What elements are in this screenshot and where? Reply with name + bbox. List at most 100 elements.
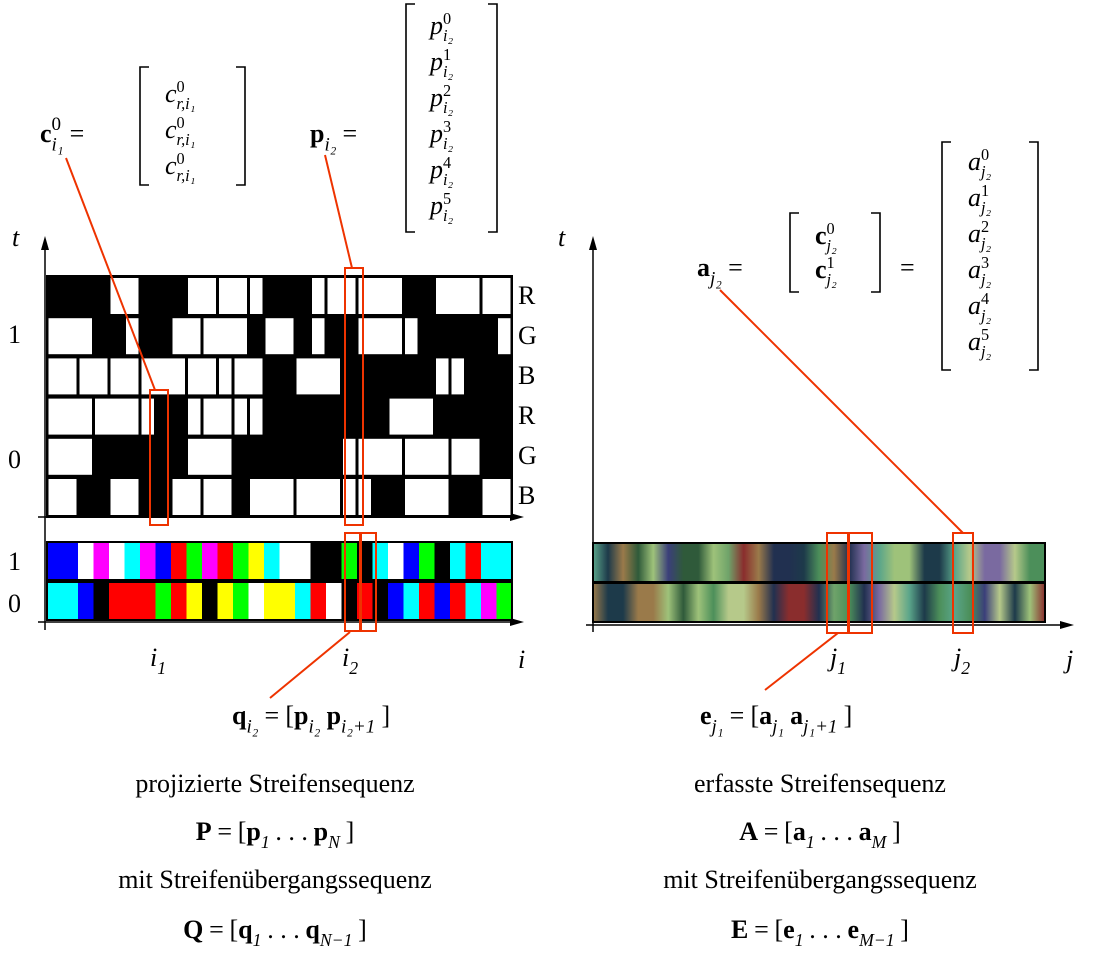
caption: E=[e1. . .eM−1]: [731, 915, 909, 950]
formula-part: c: [165, 115, 177, 144]
stripe-white: [80, 358, 108, 394]
formula-part: A: [739, 817, 758, 846]
stripe-white: [359, 439, 403, 475]
formula-part: =: [728, 253, 743, 282]
formula-part: i: [150, 643, 157, 672]
formula-part: j: [827, 643, 837, 672]
stripe-color: [419, 542, 435, 580]
p-vector-entry: p4i₂: [428, 153, 454, 189]
i-mark: i1: [150, 643, 166, 678]
formula-part: q: [305, 915, 320, 944]
formula-part: 1: [806, 832, 815, 852]
stripe-white: [219, 358, 232, 394]
a-vector-entry: a5j₂: [968, 325, 992, 361]
formula-part: 3: [443, 117, 451, 136]
formula-part: 0: [981, 145, 989, 164]
stripe-color: [342, 542, 358, 580]
bracket: [236, 67, 245, 185]
channel-label: G: [518, 321, 537, 350]
formula-part: . . .: [267, 915, 300, 944]
caption: erfasste Streifensequenz: [694, 769, 946, 798]
stripe-color: [140, 582, 156, 620]
formula-part: =: [764, 817, 779, 846]
formula-part: p: [428, 47, 443, 76]
formula-part: a: [793, 817, 806, 846]
stripe-color: [109, 582, 125, 620]
stripe-color: [187, 582, 203, 620]
formula-part: 0: [443, 9, 451, 28]
formula-part: ]: [358, 915, 367, 944]
formula-part: j₂: [979, 198, 992, 217]
stripe-color: [171, 582, 187, 620]
stripe-white: [405, 439, 449, 475]
formula-part: p: [327, 701, 341, 730]
p-vector-entry: p1i₂: [428, 45, 454, 81]
stripe-white: [49, 479, 77, 515]
formula-part: [: [775, 915, 784, 944]
diagram: ti1010RGBRGBi1i2c0i₁=c0r,i₁c0r,i₁c0r,i₁p…: [0, 0, 1102, 965]
stripe-white: [312, 318, 325, 354]
stripe-white: [297, 479, 341, 515]
formula-part: 4: [981, 289, 989, 308]
stripe-white: [188, 358, 216, 394]
formula-part: [: [285, 701, 294, 730]
stripe-color: [140, 542, 156, 580]
formula-part: q: [238, 915, 253, 944]
stripe-color: [94, 542, 110, 580]
a-vector-lhs: aj₂=: [697, 253, 743, 289]
captured-strip: [593, 583, 1045, 622]
channel-label: R: [518, 401, 536, 430]
stripe-white: [49, 439, 93, 475]
arrow-head: [1060, 621, 1074, 629]
stripe-white: [452, 439, 480, 475]
formula-part: 2: [443, 81, 451, 100]
stripe-color: [466, 542, 482, 580]
stripe-color: [109, 542, 125, 580]
caption: A=[a1. . .aM]: [739, 817, 900, 852]
formula-part: c: [815, 255, 827, 284]
stripe-color: [233, 542, 249, 580]
formula-part: M: [871, 832, 888, 852]
formula-part: i₁: [52, 134, 64, 155]
stripe-color: [202, 542, 218, 580]
stripe-color: [404, 582, 420, 620]
stripe-white: [219, 278, 247, 314]
formula-part: j₁: [709, 716, 724, 737]
formula-part: a: [697, 253, 710, 282]
stripe-color: [435, 542, 451, 580]
formula-part: 0: [177, 113, 185, 132]
channel-label: R: [518, 281, 536, 310]
formula-part: a: [859, 817, 872, 846]
stripe-color: [295, 582, 311, 620]
formula-part: 1: [827, 253, 835, 272]
formula-part: . . .: [820, 817, 853, 846]
formula-part: i₂: [443, 170, 454, 189]
formula-part: ]: [892, 817, 901, 846]
stripe-color: [388, 542, 404, 580]
formula-part: a: [759, 701, 772, 730]
stripe-white: [235, 358, 263, 394]
formula-part: e: [848, 915, 860, 944]
formula-part: =: [209, 915, 224, 944]
formula-part: p: [428, 191, 443, 220]
bracket: [790, 213, 799, 292]
stripe-color: [125, 582, 141, 620]
formula-part: i₂: [443, 62, 454, 81]
bracket: [140, 67, 149, 185]
formula-part: P: [196, 817, 212, 846]
stripe-color: [78, 582, 94, 620]
stripe-white: [483, 479, 511, 515]
formula-part: Q: [183, 915, 203, 944]
tick-label: 1: [8, 547, 21, 576]
stripe-color: [450, 542, 466, 580]
caption: projizierte Streifensequenz: [135, 769, 414, 798]
p-vector-lhs: pi₂=: [310, 119, 357, 155]
stripe-white: [359, 479, 372, 515]
formula-part: j₂: [979, 306, 992, 325]
a-vector-entry: a2j₂: [968, 217, 992, 253]
caption: mit Streifenübergangssequenz: [118, 865, 432, 894]
c-vector-entry: c0r,i₁: [165, 77, 195, 113]
channel-label: G: [518, 441, 537, 470]
